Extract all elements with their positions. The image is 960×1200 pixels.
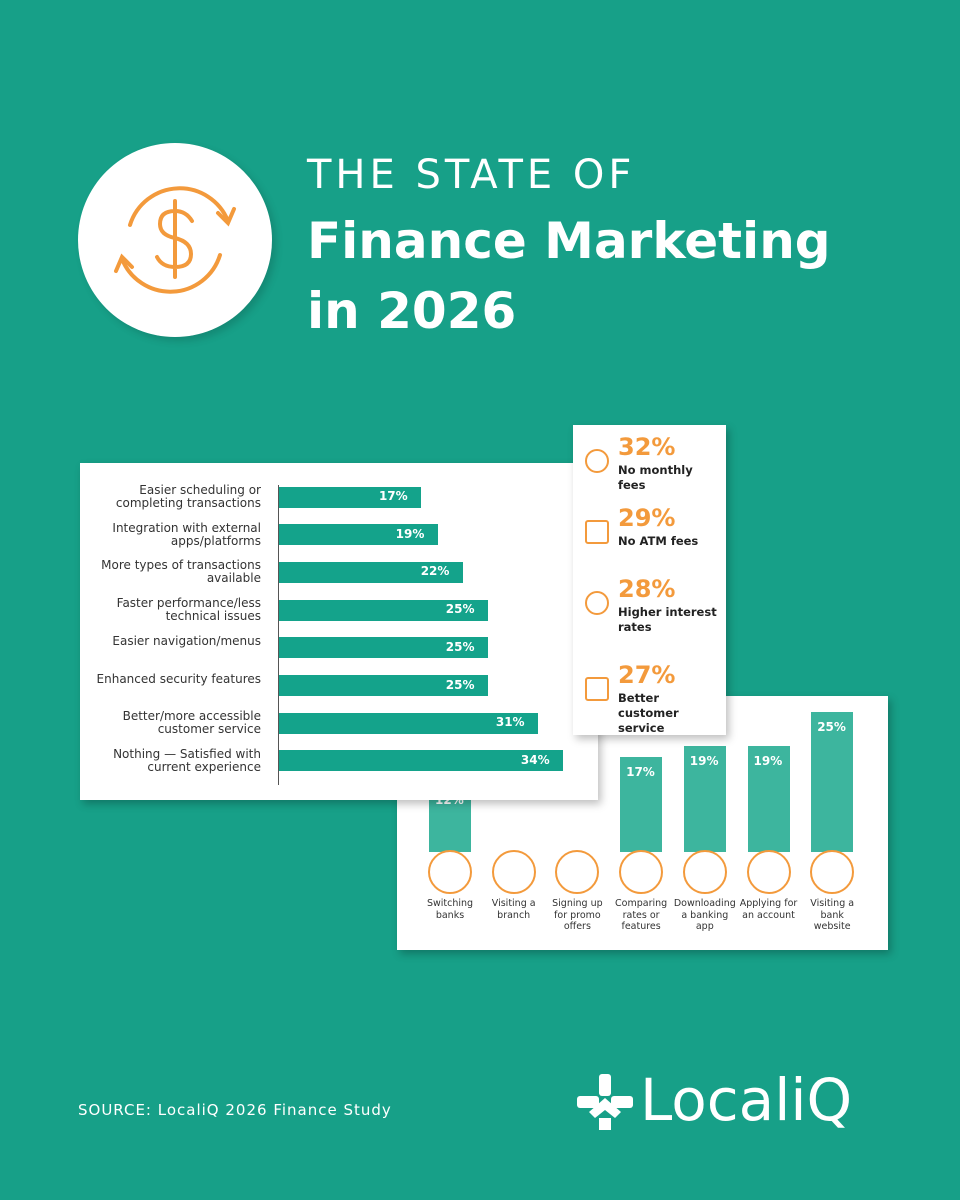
category-label: Switching banks [426,898,474,921]
dollar-icon [114,186,236,294]
category-icon [746,850,791,894]
category-label: Comparing rates or features [615,898,668,932]
category-label: Easier navigation/menus [112,633,261,648]
logo: LocaliQ [640,1066,853,1134]
value-label: 25% [445,677,475,692]
bar [811,712,854,852]
horizontal-chart-card: Easier scheduling or completing transact… [80,463,598,800]
category-label: Downloading a banking app [673,898,736,932]
stat-icon [585,591,609,615]
stat-value: 32% [618,433,676,461]
category-label: Visiting a bank website [810,898,855,932]
category-label: Nothing — Satisfied with current experie… [113,746,261,774]
stat-value: 29% [618,504,676,532]
stat-label: No ATM fees [618,534,699,548]
value-label: 22% [420,564,450,579]
stat-label: Better customer service [618,691,679,735]
value-label: 25% [817,720,846,734]
bar [279,675,488,696]
category-label: Better/more accessible customer service [122,709,261,737]
stat-icon [585,520,609,544]
value-label: 17% [378,489,408,503]
stat-icon [585,677,609,701]
axis-line [278,485,279,785]
category-icon [491,850,536,894]
value-label: 19% [395,526,425,541]
category-label: Integration with external apps/platforms [112,520,261,548]
stat-value: 28% [618,575,676,603]
value-label: 34% [520,752,550,767]
category-label: Enhanced security features [96,671,261,686]
icon-badge [78,143,272,337]
category-icon [810,850,855,894]
bar [279,561,463,583]
category-icon [682,850,727,894]
bar [279,712,538,734]
eyebrow: THE STATE OF [307,152,636,198]
category-label: Faster performance/less technical issues [116,596,261,624]
stat-value: 27% [618,661,676,689]
value-label: 31% [495,715,525,730]
stats-card: 32% No monthly fees 29% No ATM fees 28% Highe… [573,425,726,735]
stat-label: No monthly fees [618,463,693,492]
bar [279,750,563,772]
source: SOURCE: LocaliQ 2026 Finance Study [78,1101,392,1119]
bar [747,745,790,852]
bar [279,599,488,621]
bar [683,745,726,852]
value-label: 19% [753,753,783,768]
bar [279,524,438,546]
value-label: 25% [445,602,475,617]
category-label: Visiting a branch [491,898,536,921]
value-label: 25% [445,639,475,654]
bar [279,637,488,659]
category-label: Easier scheduling or completing transact… [115,483,261,510]
bar [279,486,421,508]
stat-icon [585,449,609,473]
title-line2: in 2026 [307,282,517,340]
category-icon [555,850,600,894]
bar [620,756,663,852]
category-label: Applying for an account [739,898,798,921]
title: Finance Marketing [307,212,831,270]
category-label: Signing up for promo offers [552,898,603,932]
value-label: 17% [626,764,655,779]
category-icon [619,850,664,894]
logo-mark [577,1074,633,1130]
stat-label: Higher interest rates [618,605,717,634]
category-icon [428,850,472,894]
category-label: More types of transactions available [101,558,261,586]
value-label: 19% [689,753,719,768]
